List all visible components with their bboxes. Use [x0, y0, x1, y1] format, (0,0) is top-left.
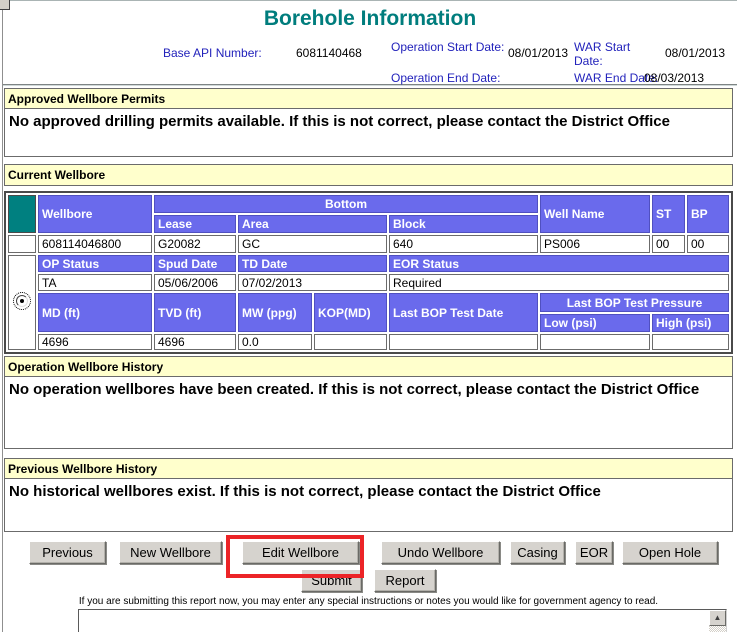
- undo-wellbore-button[interactable]: Undo Wellbore: [381, 541, 500, 564]
- report-button[interactable]: Report: [374, 569, 436, 592]
- operation-history-section: Operation Wellbore History No operation …: [4, 356, 733, 449]
- casing-button[interactable]: Casing: [510, 541, 565, 564]
- st-value: 00: [652, 235, 685, 253]
- base-api-label: Base API Number:: [163, 46, 262, 60]
- col-header-area: Area: [238, 215, 387, 233]
- col-header-spud-date: Spud Date: [154, 255, 236, 272]
- base-api-value: 6081140468: [296, 46, 362, 60]
- col-header-mw: MW (ppg): [238, 293, 312, 332]
- submit-button[interactable]: Submit: [301, 569, 362, 592]
- current-wellbore-title: Current Wellbore: [5, 165, 732, 185]
- eor-status-value: Required: [389, 274, 729, 291]
- well-name-value: PS006: [540, 235, 650, 253]
- area-value: GC: [238, 235, 387, 253]
- col-header-td-date: TD Date: [238, 255, 387, 272]
- lease-value: G20082: [154, 235, 236, 253]
- approved-permits-section: Approved Wellbore Permits No approved dr…: [4, 88, 733, 157]
- main-content: Approved Wellbore Permits No approved dr…: [4, 88, 733, 632]
- wellbore-value: 608114046800: [38, 235, 152, 253]
- col-header-low-psi: Low (psi): [540, 314, 650, 332]
- eor-button[interactable]: EOR: [575, 541, 613, 564]
- operation-start-date-value: 08/01/2013: [508, 46, 569, 60]
- page-title: Borehole Information: [263, 7, 477, 30]
- td-date-value: 07/02/2013: [238, 274, 387, 291]
- button-row-main: Previous New Wellbore Edit Wellbore Undo…: [29, 541, 733, 564]
- current-wellbore-table: Wellbore Bottom Well Name ST BP Lease Ar…: [4, 191, 733, 354]
- war-end-date-value: 08/03/2013: [644, 71, 705, 85]
- scrollbar-corner: [0, 0, 10, 10]
- new-wellbore-button[interactable]: New Wellbore: [119, 541, 222, 564]
- approved-permits-title: Approved Wellbore Permits: [5, 89, 732, 109]
- war-start-date-value: 08/01/2013: [665, 46, 726, 60]
- high-psi-value: [652, 334, 729, 350]
- previous-button[interactable]: Previous: [29, 541, 106, 564]
- war-start-date-label: WAR Start Date:: [574, 40, 631, 68]
- col-header-last-bop-date: Last BOP Test Date: [389, 293, 538, 332]
- col-header-tvd: TVD (ft): [154, 293, 236, 332]
- table-row: 608114046800 G20082 GC 640 PS006 00 00: [8, 235, 729, 253]
- tvd-value: 4696: [154, 334, 236, 350]
- button-row-submit: Submit Report: [4, 569, 733, 592]
- operation-history-title: Operation Wellbore History: [5, 357, 732, 377]
- block-value: 640: [389, 235, 538, 253]
- notes-textarea[interactable]: ▲: [78, 609, 727, 632]
- selector-cell-empty: [8, 235, 36, 253]
- col-header-eor-status: EOR Status: [389, 255, 729, 272]
- spud-date-value: 05/06/2006: [154, 274, 236, 291]
- low-psi-value: [540, 334, 650, 350]
- col-header-kop: KOP(MD): [314, 293, 387, 332]
- col-header-bp: BP: [687, 195, 729, 233]
- notes-scrollbar[interactable]: ▲: [709, 610, 726, 632]
- scroll-up-icon[interactable]: ▲: [709, 610, 726, 626]
- operation-start-date-label: Operation Start Date:: [391, 40, 505, 54]
- current-wellbore-section: Current Wellbore: [4, 164, 733, 186]
- approved-permits-message: No approved drilling permits available. …: [5, 109, 732, 156]
- col-header-st: ST: [652, 195, 685, 233]
- col-header-wellbore: Wellbore: [38, 195, 152, 233]
- frame-left-border: [2, 0, 3, 632]
- page-header: Borehole Information Base API Number: 60…: [3, 0, 737, 86]
- wellbore-radio-cell: [8, 255, 36, 350]
- war-end-date-label: WAR End Date:: [574, 71, 659, 85]
- previous-history-message: No historical wellbores exist. If this i…: [5, 479, 732, 531]
- col-header-lease: Lease: [154, 215, 236, 233]
- col-header-bottom: Bottom: [154, 195, 538, 213]
- kop-value: [314, 334, 387, 350]
- table-row: 4696 4696 0.0: [8, 334, 729, 350]
- md-value: 4696: [38, 334, 152, 350]
- col-header-well-name: Well Name: [540, 195, 650, 233]
- col-header-block: Block: [389, 215, 538, 233]
- col-header-high-psi: High (psi): [652, 314, 729, 332]
- frame-top-border: [0, 0, 737, 1]
- previous-history-title: Previous Wellbore History: [5, 459, 732, 479]
- col-header-last-bop-pressure: Last BOP Test Pressure: [540, 293, 729, 312]
- bp-value: 00: [687, 235, 729, 253]
- op-status-value: TA: [38, 274, 152, 291]
- mw-value: 0.0: [238, 334, 312, 350]
- col-header-md: MD (ft): [38, 293, 152, 332]
- operation-history-message: No operation wellbores have been created…: [5, 377, 732, 448]
- operation-end-date-label: Operation End Date:: [391, 71, 501, 85]
- wellbore-radio-button[interactable]: [13, 292, 31, 310]
- notes-instructions: If you are submitting this report now, y…: [78, 596, 659, 607]
- previous-history-section: Previous Wellbore History No historical …: [4, 458, 733, 532]
- last-bop-date-value: [389, 334, 538, 350]
- col-header-op-status: OP Status: [38, 255, 152, 272]
- selector-column-header: [8, 195, 36, 233]
- edit-wellbore-button[interactable]: Edit Wellbore: [242, 541, 359, 564]
- table-row: TA 05/06/2006 07/02/2013 Required: [8, 274, 729, 291]
- open-hole-button[interactable]: Open Hole: [622, 541, 718, 564]
